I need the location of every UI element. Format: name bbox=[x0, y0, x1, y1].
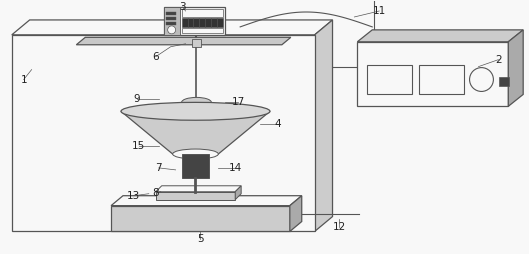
Bar bbox=[181, 154, 209, 178]
Bar bbox=[181, 9, 223, 17]
Polygon shape bbox=[290, 196, 302, 231]
Polygon shape bbox=[12, 20, 333, 35]
Text: 1: 1 bbox=[21, 74, 27, 85]
Bar bbox=[181, 28, 223, 33]
Text: 9: 9 bbox=[134, 94, 140, 104]
Polygon shape bbox=[111, 206, 290, 231]
Text: 14: 14 bbox=[229, 163, 242, 173]
Bar bbox=[419, 65, 463, 94]
Bar bbox=[166, 22, 176, 25]
Circle shape bbox=[470, 68, 494, 91]
Text: 3: 3 bbox=[179, 2, 186, 12]
Ellipse shape bbox=[181, 97, 212, 107]
Polygon shape bbox=[508, 30, 523, 106]
Bar bbox=[367, 65, 412, 94]
Ellipse shape bbox=[121, 102, 270, 120]
Circle shape bbox=[168, 26, 176, 34]
Polygon shape bbox=[12, 35, 315, 231]
Bar bbox=[166, 17, 176, 20]
Text: 6: 6 bbox=[152, 52, 159, 62]
Bar bbox=[166, 12, 176, 15]
Text: 15: 15 bbox=[132, 141, 145, 151]
Bar bbox=[163, 7, 225, 35]
Polygon shape bbox=[76, 37, 291, 45]
Polygon shape bbox=[111, 196, 302, 206]
Polygon shape bbox=[358, 30, 523, 42]
Ellipse shape bbox=[172, 149, 218, 159]
Polygon shape bbox=[315, 20, 333, 231]
Polygon shape bbox=[235, 186, 241, 200]
Polygon shape bbox=[156, 186, 241, 192]
Bar bbox=[191, 39, 202, 47]
Text: 13: 13 bbox=[127, 191, 141, 201]
Text: 4: 4 bbox=[275, 119, 281, 129]
Text: 17: 17 bbox=[232, 97, 245, 107]
Text: 5: 5 bbox=[197, 234, 204, 244]
Bar bbox=[163, 7, 179, 35]
Polygon shape bbox=[358, 42, 508, 106]
Polygon shape bbox=[121, 111, 270, 154]
Bar bbox=[156, 192, 235, 200]
Text: 12: 12 bbox=[333, 223, 346, 232]
Text: 7: 7 bbox=[156, 163, 162, 173]
Text: 8: 8 bbox=[152, 188, 159, 198]
Bar bbox=[499, 76, 509, 86]
Text: 11: 11 bbox=[372, 6, 386, 16]
Bar bbox=[181, 18, 223, 27]
Text: 2: 2 bbox=[495, 55, 501, 65]
